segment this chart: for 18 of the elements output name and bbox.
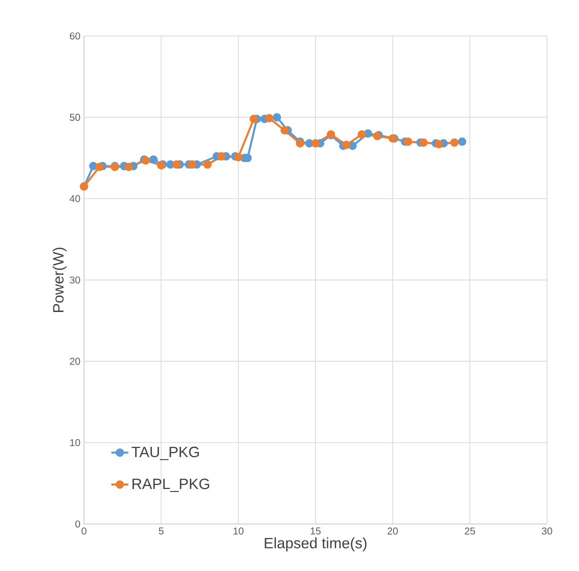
y-tick-label: 60: [70, 32, 80, 40]
y-tick-label: 30: [70, 276, 80, 284]
x-axis-title: Elapsed time(s): [264, 537, 366, 552]
y-tick-label: 40: [70, 195, 80, 202]
x-tick-label: 25: [464, 528, 475, 535]
legend-label: RAPL_PKG: [132, 478, 210, 492]
y-axis-title: Power(W): [52, 248, 67, 312]
x-tick-label: 15: [310, 528, 321, 534]
y-tick-label: 0: [75, 520, 80, 528]
x-tick-label: 5: [158, 528, 164, 534]
x-tick-label: 0: [82, 528, 86, 535]
y-tick-label: 50: [70, 114, 80, 121]
x-tick-label: 10: [234, 528, 244, 535]
x-tick-label: 20: [388, 528, 398, 535]
legend-label: TAU_PKG: [132, 446, 199, 460]
x-tick-label: 30: [542, 528, 552, 535]
y-tick-label: 20: [70, 358, 80, 365]
y-tick-label: 10: [70, 439, 80, 446]
